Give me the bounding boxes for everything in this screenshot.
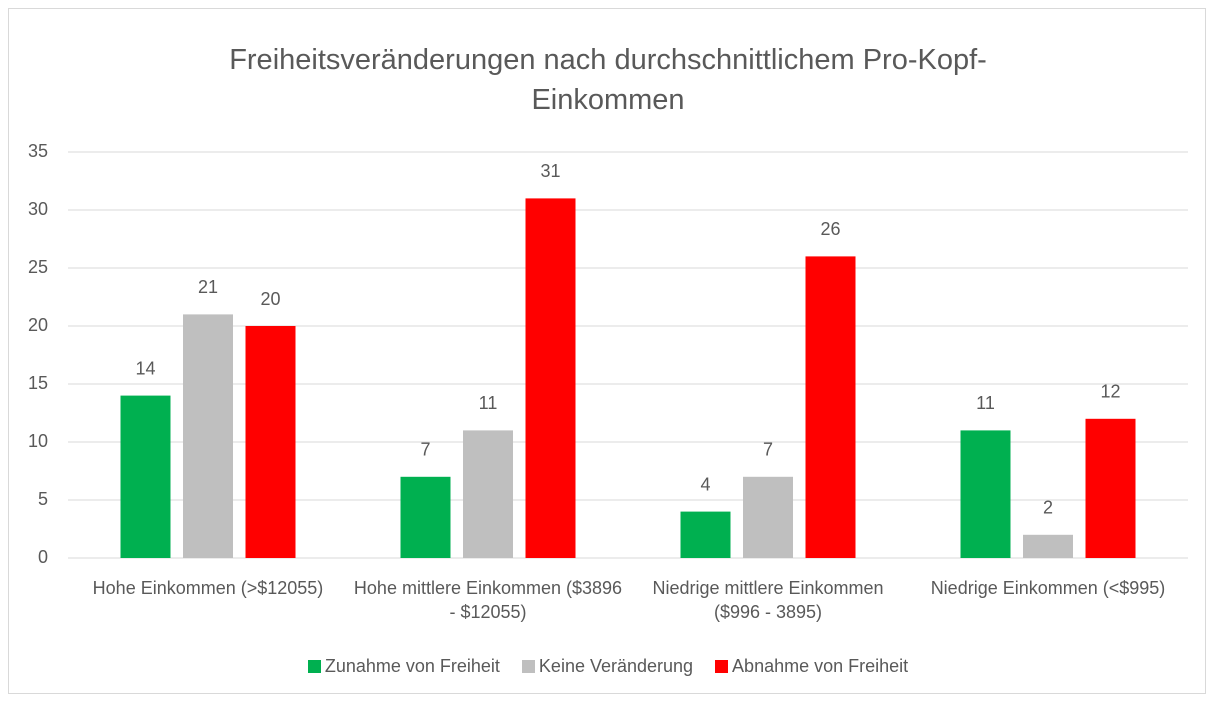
bar (680, 511, 731, 558)
legend-item: Zunahme von Freiheit (307, 656, 500, 677)
legend: Zunahme von Freiheit Keine Veränderung Abn… (0, 656, 1216, 677)
legend-swatch (307, 660, 321, 673)
y-tick-label: 5 (38, 489, 48, 509)
bar (743, 476, 793, 558)
x-tick-label: Hohe Einkommen (>$12055) (92, 578, 324, 598)
bar (1085, 418, 1136, 558)
data-label: 21 (198, 277, 218, 297)
data-label: 11 (976, 393, 995, 413)
y-tick-label: 0 (38, 547, 48, 567)
legend-label: Abnahme von Freiheit (732, 656, 909, 676)
y-tick-label: 30 (28, 199, 48, 219)
chart-frame (8, 8, 1206, 694)
x-tick-label: Hohe mittlere Einkommen ($3896 - $12055) (353, 578, 623, 622)
legend-item: Abnahme von Freiheit (715, 656, 908, 677)
data-label: 4 (700, 474, 710, 494)
bar (1023, 534, 1073, 558)
data-label: 7 (420, 440, 430, 460)
bar (400, 476, 451, 558)
bar (463, 430, 513, 558)
data-label: 14 (135, 358, 155, 378)
bar (120, 395, 171, 558)
x-tick-label: Niedrige mittlere Einkommen ($996 - 3895… (652, 578, 884, 622)
data-label: 7 (763, 440, 773, 460)
bar (183, 314, 233, 558)
legend-label: Keine Veränderung (538, 656, 694, 676)
bar (805, 256, 856, 558)
data-label: 12 (1100, 382, 1120, 402)
y-tick-label: 15 (28, 373, 48, 393)
x-tick-label: Niedrige Einkommen (<$995) (930, 578, 1166, 598)
y-tick-label: 25 (28, 257, 48, 277)
bar (960, 430, 1011, 558)
bar (525, 198, 576, 558)
data-label: 31 (540, 161, 560, 181)
legend-label: Zunahme von Freiheit (324, 656, 500, 676)
data-label: 2 (1043, 498, 1053, 518)
data-label: 11 (479, 393, 498, 413)
legend-swatch (521, 660, 535, 673)
y-tick-label: 35 (28, 141, 48, 161)
bar (245, 326, 296, 558)
data-label: 26 (820, 219, 840, 239)
y-tick-label: 10 (28, 431, 48, 451)
legend-swatch (715, 660, 729, 673)
data-label: 20 (260, 289, 280, 309)
chart-title: Freiheitsveränderungen nach durchschnitt… (229, 44, 987, 116)
y-tick-label: 20 (28, 315, 48, 335)
legend-item: Keine Veränderung (521, 656, 694, 677)
